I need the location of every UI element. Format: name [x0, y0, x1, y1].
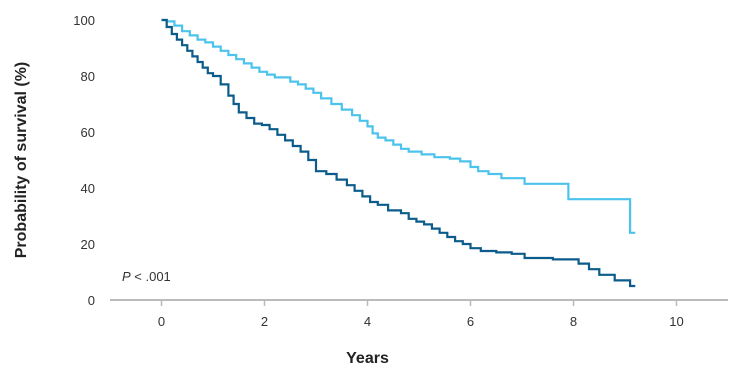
- x-tick-label: 8: [570, 314, 577, 329]
- y-axis-title: Probability of survival (%): [13, 62, 30, 258]
- y-tick-label: 0: [88, 293, 95, 308]
- survival-curves: [161, 18, 636, 288]
- y-tick-label: 20: [81, 237, 95, 252]
- p-value-annotation: P < .001: [122, 269, 171, 284]
- x-tick-label: 2: [261, 314, 268, 329]
- x-tick-label: 4: [364, 314, 371, 329]
- x-axis-title: Years: [346, 350, 389, 367]
- y-tick-label: 40: [81, 181, 95, 196]
- p-value-text: < .001: [131, 269, 171, 284]
- survival-curve-light: [161, 18, 636, 234]
- x-axis-ticks: 0 2 4 6 8 10: [158, 300, 684, 329]
- y-tick-label: 80: [81, 69, 95, 84]
- p-value-symbol: P: [122, 269, 131, 284]
- survival-curve-dark: [161, 18, 636, 288]
- x-tick-label: 0: [158, 314, 165, 329]
- y-tick-label: 60: [81, 125, 95, 140]
- y-tick-label: 100: [73, 13, 95, 28]
- x-tick-label: 6: [467, 314, 474, 329]
- x-tick-label: 10: [669, 314, 683, 329]
- y-axis-ticks: 0 20 40 60 80 100: [73, 13, 95, 308]
